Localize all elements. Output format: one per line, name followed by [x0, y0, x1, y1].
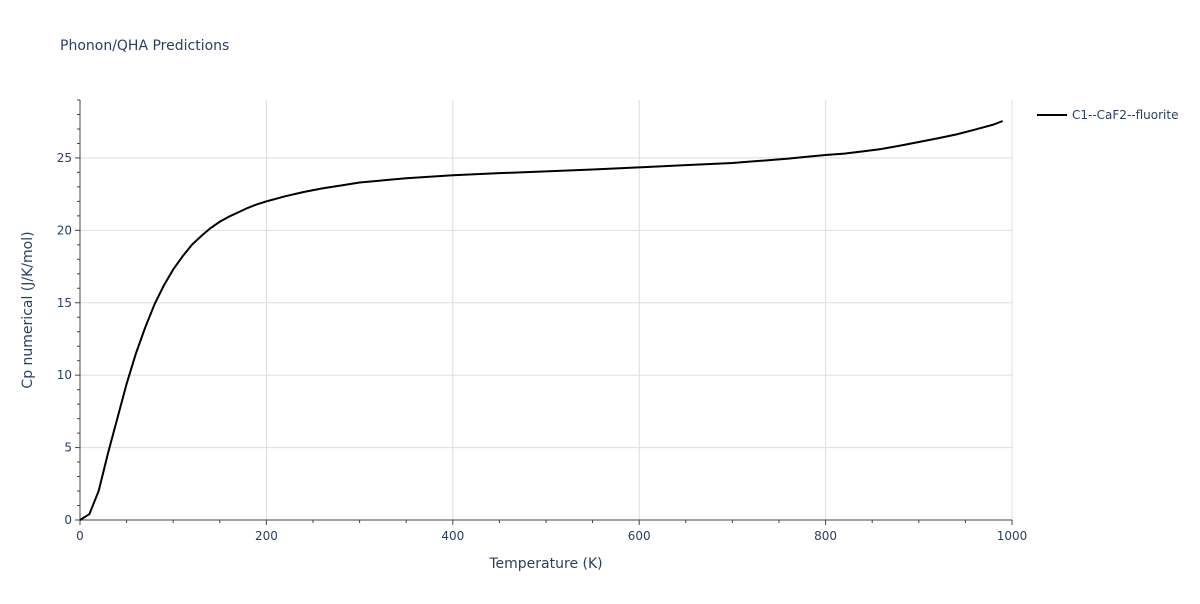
- x-tick-label: 800: [814, 529, 837, 543]
- grid: [80, 100, 1013, 520]
- y-axis-title: Cp numerical (J/K/mol): [20, 231, 36, 388]
- y-tick-label: 15: [57, 296, 72, 310]
- series-line: [79, 120, 1004, 521]
- x-tick-label: 400: [441, 529, 464, 543]
- y-tick-label: 10: [57, 368, 72, 382]
- x-tick-label: 1000: [997, 529, 1028, 543]
- x-tick-label: 200: [255, 529, 278, 543]
- axes: 0 200 400 600 800 1000 0 5 10 15 20 25: [57, 99, 1028, 543]
- x-tick-label: 600: [628, 529, 651, 543]
- x-axis-title: Temperature (K): [488, 556, 602, 572]
- legend-label[interactable]: C1--CaF2--fluorite: [1072, 108, 1178, 122]
- legend[interactable]: C1--CaF2--fluorite: [1037, 108, 1178, 122]
- y-tick-label: 25: [57, 151, 72, 165]
- x-tick-label: 0: [76, 529, 84, 543]
- y-tick-label: 5: [64, 441, 72, 455]
- y-tick-label: 20: [57, 223, 72, 237]
- chart-title: Phonon/QHA Predictions: [60, 38, 229, 54]
- y-tick-label: 0: [64, 513, 72, 527]
- series-layer: [79, 120, 1004, 521]
